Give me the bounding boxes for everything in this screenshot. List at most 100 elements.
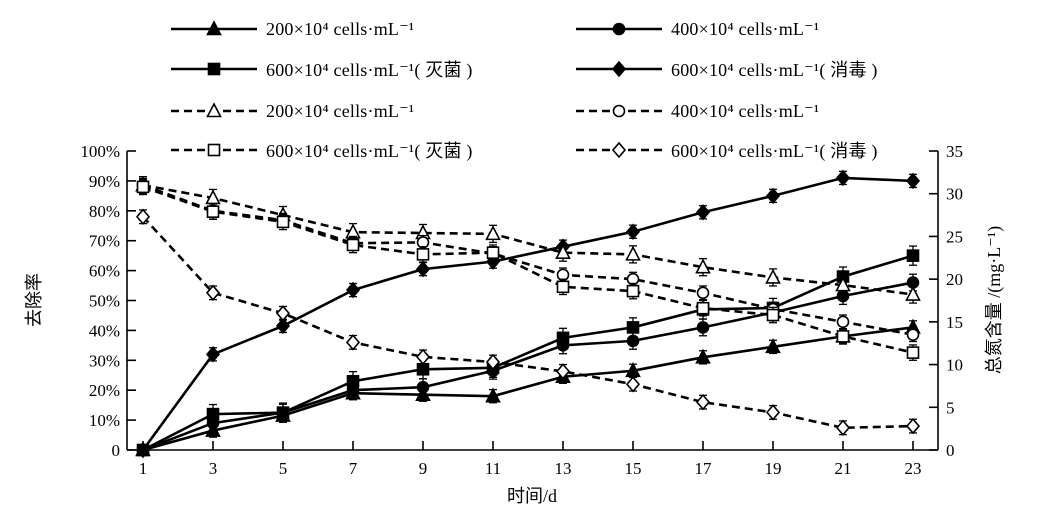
- square-marker: [206, 205, 220, 218]
- axes: [126, 150, 939, 451]
- circle-marker: [696, 286, 710, 300]
- series-tn-200: [135, 175, 921, 304]
- right-axis-tick-label: 15: [946, 313, 963, 332]
- series-line: [142, 281, 914, 452]
- legend-item-removal-200: 200×10⁴ cells·mL⁻¹: [170, 14, 414, 44]
- x-axis-tick-label: 11: [485, 459, 501, 478]
- left-axis-tick-label: 40%: [89, 321, 120, 340]
- left-axis-tick-label: 100%: [80, 142, 120, 161]
- series-line: [142, 185, 914, 354]
- square-marker: [906, 346, 920, 359]
- x-axis-tick-label: 15: [625, 459, 642, 478]
- right-axis-tick-label: 20: [946, 270, 963, 289]
- x-axis-tick-label: 5: [279, 459, 288, 478]
- diamond-marker: [275, 317, 291, 335]
- diamond-marker: [695, 204, 711, 221]
- diamond-marker: [345, 334, 361, 351]
- x-axis-tick-label: 3: [209, 459, 218, 478]
- legend-label: 400×10⁴ cells·mL⁻¹: [671, 18, 820, 39]
- diamond-marker: [555, 363, 571, 380]
- diamond-marker: [345, 281, 361, 299]
- series-line: [142, 326, 914, 452]
- square-marker: [276, 406, 290, 419]
- x-axis-tick-label: 23: [905, 459, 922, 478]
- diamond-marker: [205, 346, 221, 363]
- triangle-marker: [765, 268, 781, 284]
- diamond-marker: [205, 284, 221, 302]
- diamond-marker: [765, 404, 781, 421]
- square-marker: [346, 238, 360, 252]
- triangle-marker: [695, 258, 711, 274]
- series-line: [142, 254, 914, 452]
- triangle-marker: [695, 348, 711, 364]
- triangle-marker: [905, 285, 921, 301]
- solid-line-sample-icon: [171, 62, 257, 76]
- square-marker: [416, 362, 430, 376]
- triangle-marker: [485, 387, 501, 403]
- square-marker: [626, 321, 640, 334]
- legend-item-tn-600-xiaodu: 600×10⁴ cells·mL⁻¹( 消毒 ): [575, 135, 878, 165]
- solid-line-sample-icon: [171, 20, 257, 36]
- diamond-marker: [765, 187, 781, 205]
- diamond-marker: [835, 419, 851, 437]
- series-line: [141, 176, 914, 451]
- triangle-marker: [625, 245, 641, 261]
- square-marker: [416, 248, 430, 261]
- square-marker: [556, 331, 570, 345]
- dashed-line-sample-icon: [171, 102, 257, 118]
- x-axis-tick-label: 9: [419, 459, 428, 478]
- square-marker: [836, 330, 850, 343]
- series-removal-400: [136, 273, 920, 457]
- triangle-marker: [835, 276, 851, 292]
- x-axis-tick-label: 13: [555, 459, 572, 478]
- left-axis-tick-label: 0: [112, 441, 121, 460]
- series-line: [142, 215, 914, 430]
- square-marker: [696, 301, 710, 315]
- legend-item-removal-600-xiaodu: 600×10⁴ cells·mL⁻¹( 消毒 ): [575, 54, 878, 84]
- legend-item-removal-600-miejun: 600×10⁴ cells·mL⁻¹( 灭菌 ): [170, 54, 473, 84]
- legend-label: 600×10⁴ cells·mL⁻¹( 灭菌 ): [266, 141, 473, 161]
- square-marker: [346, 374, 360, 388]
- left-axis-tick-label: 90%: [89, 172, 120, 191]
- series-removal-600-miejun: [136, 245, 920, 457]
- diamond-marker: [611, 60, 627, 78]
- diamond-marker: [905, 172, 921, 190]
- triangle-marker: [485, 225, 501, 241]
- x-axis-tick-label: 17: [695, 459, 713, 478]
- left-axis-title: 去除率: [24, 273, 44, 327]
- legend-label: 200×10⁴ cells·mL⁻¹: [266, 18, 415, 39]
- x-axis-tick-label: 19: [765, 459, 782, 478]
- dashed-line-sample-icon: [576, 141, 662, 159]
- right-axis-tick-label: 10: [946, 356, 963, 375]
- diamond-marker: [835, 169, 851, 187]
- right-axis-tick-label: 25: [946, 227, 963, 246]
- series-tn-600-miejun: [136, 178, 920, 361]
- square-marker: [906, 249, 920, 262]
- diamond-marker: [485, 353, 501, 371]
- series-tn-400: [136, 177, 920, 343]
- right-axis-tick-label: 5: [946, 398, 955, 417]
- square-marker: [276, 215, 290, 229]
- legend-label: 600×10⁴ cells·mL⁻¹( 消毒 ): [671, 141, 878, 161]
- diamond-marker: [625, 223, 641, 240]
- right-axis-tick-label: 0: [946, 441, 955, 460]
- legend-label: 600×10⁴ cells·mL⁻¹( 灭菌 ): [266, 60, 473, 80]
- diamond-marker: [695, 393, 711, 411]
- square-marker: [556, 280, 570, 294]
- x-axis-tick-label: 1: [139, 459, 148, 478]
- left-axis-tick-label: 20%: [89, 381, 120, 400]
- circle-marker: [612, 104, 626, 118]
- solid-line-sample-icon: [576, 22, 662, 36]
- series-line: [142, 183, 914, 296]
- right-axis-tick-label: 30: [946, 185, 963, 204]
- legend-item-tn-200: 200×10⁴ cells·mL⁻¹: [170, 96, 414, 126]
- diamond-marker: [905, 417, 921, 435]
- legend-label: 200×10⁴ cells·mL⁻¹: [266, 100, 415, 121]
- dashed-line-sample-icon: [576, 104, 662, 118]
- diamond-marker: [415, 348, 431, 366]
- diamond-marker: [415, 260, 431, 278]
- diamond-marker: [135, 441, 151, 459]
- circle-marker: [696, 321, 710, 334]
